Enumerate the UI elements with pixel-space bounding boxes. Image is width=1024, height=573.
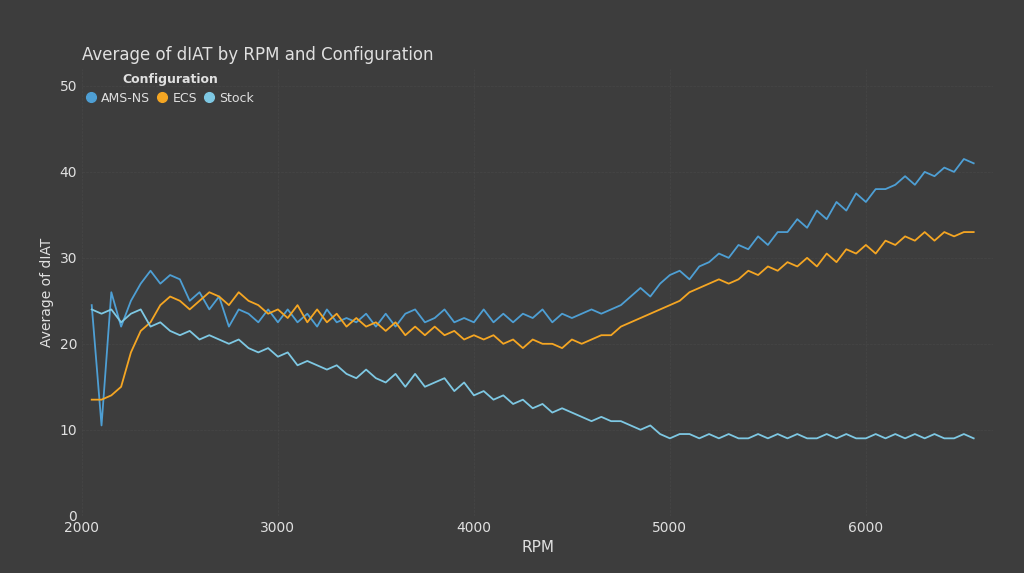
ECS [948,233,961,240]
ECS [292,301,304,308]
Y-axis label: Average of dIAT: Average of dIAT [40,238,54,347]
Text: Average of dIAT by RPM and Configuration: Average of dIAT by RPM and Configuration [82,46,433,64]
ECS [194,297,206,304]
Stock [948,435,961,442]
Stock [957,431,970,438]
ECS [830,258,843,265]
ECS [957,229,970,236]
AMS-NS [948,168,961,175]
Stock [968,435,980,442]
AMS-NS [86,301,98,308]
Line: Stock: Stock [92,309,974,438]
ECS [919,229,931,236]
AMS-NS [95,422,108,429]
AMS-NS [957,155,970,162]
Stock [292,362,304,369]
ECS [968,229,980,236]
Line: ECS: ECS [92,232,974,400]
Stock [194,336,206,343]
X-axis label: RPM: RPM [521,540,554,555]
AMS-NS [321,306,333,313]
Line: AMS-NS: AMS-NS [92,159,974,425]
ECS [86,397,98,403]
Stock [86,306,98,313]
AMS-NS [203,306,215,313]
ECS [311,306,324,313]
AMS-NS [968,160,980,167]
Legend: AMS-NS, ECS, Stock: AMS-NS, ECS, Stock [86,73,254,105]
Stock [840,431,852,438]
Stock [664,435,676,442]
AMS-NS [301,310,313,317]
AMS-NS [840,207,852,214]
Stock [311,362,324,369]
AMS-NS [605,306,617,313]
